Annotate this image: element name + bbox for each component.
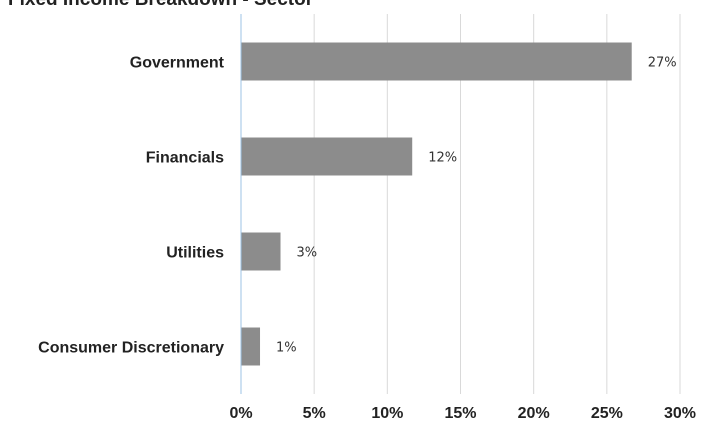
category-label: Utilities bbox=[166, 245, 224, 262]
x-tick-label: 10% bbox=[371, 405, 403, 422]
bar bbox=[241, 137, 413, 176]
category-label: Financials bbox=[146, 150, 224, 167]
x-tick-label: 0% bbox=[229, 405, 252, 422]
x-tick-label: 30% bbox=[664, 405, 696, 422]
x-tick-label: 20% bbox=[518, 405, 550, 422]
data-label: 27% bbox=[648, 56, 677, 71]
x-tick-label: 15% bbox=[444, 405, 476, 422]
x-tick-label: 5% bbox=[303, 405, 326, 422]
data-label: 1% bbox=[276, 341, 297, 356]
labels: 0% 5% 10% 15% 20% 25% 30% Government 27% Financia… bbox=[38, 55, 696, 423]
bar bbox=[241, 42, 632, 81]
category-label: Government bbox=[130, 55, 225, 72]
chart-title: Fixed Income Breakdown - Sector bbox=[8, 0, 313, 11]
data-label: 3% bbox=[297, 246, 318, 261]
data-label: 12% bbox=[428, 151, 457, 166]
bar bbox=[241, 232, 281, 271]
bars bbox=[241, 42, 632, 366]
x-tick-label: 25% bbox=[591, 405, 623, 422]
category-label: Consumer Discretionary bbox=[38, 340, 224, 357]
bar bbox=[241, 327, 261, 366]
